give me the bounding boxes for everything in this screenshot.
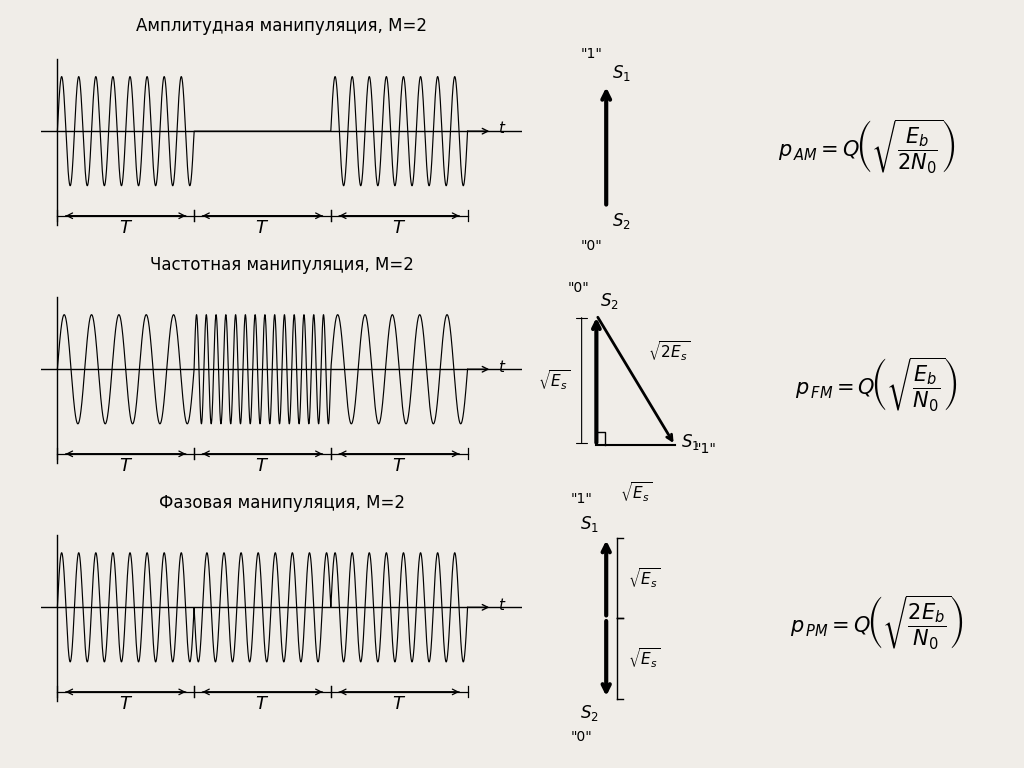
Text: "1": "1" [570, 492, 593, 506]
Text: $T$: $T$ [392, 219, 407, 237]
Title: Частотная манипуляция, M=2: Частотная манипуляция, M=2 [150, 256, 414, 273]
Text: $\sqrt{E_s}$: $\sqrt{E_s}$ [539, 368, 570, 392]
Text: $\sqrt{E_s}$: $\sqrt{E_s}$ [628, 566, 660, 590]
Text: $T$: $T$ [255, 695, 269, 713]
Text: $\sqrt{E_s}$: $\sqrt{E_s}$ [620, 480, 652, 504]
Text: $p_{\,\mathit{FM}} = Q\!\left(\sqrt{\dfrac{E_b}{N_0}}\right)$: $p_{\,\mathit{FM}} = Q\!\left(\sqrt{\dfr… [796, 355, 957, 413]
Text: $T$: $T$ [392, 695, 407, 713]
Text: $T$: $T$ [119, 695, 133, 713]
Text: $T$: $T$ [119, 457, 133, 475]
Text: $T$: $T$ [119, 219, 133, 237]
Text: $\sqrt{E_s}$: $\sqrt{E_s}$ [628, 647, 660, 670]
Text: $p_{\,\mathit{PM}} = Q\!\left(\sqrt{\dfrac{2E_b}{N_0}}\right)$: $p_{\,\mathit{PM}} = Q\!\left(\sqrt{\dfr… [790, 593, 964, 651]
Text: "0": "0" [581, 239, 602, 253]
Text: "1": "1" [581, 47, 602, 61]
Text: $S_1$: $S_1$ [681, 432, 699, 452]
Text: $T$: $T$ [392, 457, 407, 475]
Text: "1": "1" [694, 442, 717, 456]
Text: $t$: $t$ [498, 121, 506, 137]
Text: $t$: $t$ [498, 597, 506, 613]
Text: $S_2$: $S_2$ [612, 211, 631, 231]
Title: Амплитудная манипуляция, M=2: Амплитудная манипуляция, M=2 [136, 18, 427, 35]
Text: $S_2$: $S_2$ [600, 291, 620, 311]
Text: $S_2$: $S_2$ [580, 703, 599, 723]
Text: $T$: $T$ [255, 457, 269, 475]
Text: "0": "0" [570, 730, 593, 744]
Title: Фазовая манипуляция, M=2: Фазовая манипуляция, M=2 [159, 494, 404, 511]
Text: $t$: $t$ [498, 359, 506, 375]
Text: $T$: $T$ [255, 219, 269, 237]
Text: $\sqrt{2E_s}$: $\sqrt{2E_s}$ [648, 339, 690, 363]
Text: $S_1$: $S_1$ [612, 63, 631, 83]
Text: "0": "0" [567, 281, 589, 295]
Text: $S_1$: $S_1$ [580, 514, 599, 534]
Text: $p_{\,\mathit{AM}} = Q\!\left(\sqrt{\dfrac{E_b}{2N_0}}\right)$: $p_{\,\mathit{AM}} = Q\!\left(\sqrt{\dfr… [778, 117, 955, 175]
